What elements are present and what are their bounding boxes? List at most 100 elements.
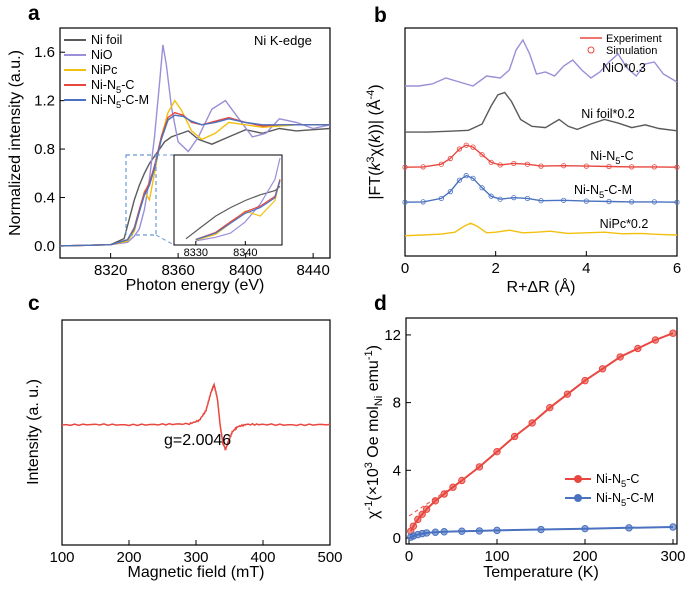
legend-label-experiment: Experiment xyxy=(606,33,662,45)
y-tick-label: 1.6 xyxy=(34,44,55,61)
simulation-point xyxy=(674,164,680,170)
ft-line-nipc-0-2 xyxy=(404,222,678,237)
legend-label: NiPc xyxy=(91,63,117,77)
legend-label: NiO xyxy=(91,48,113,62)
panel-d-frame xyxy=(405,317,678,545)
simulation-point xyxy=(511,195,517,201)
legend-label: Ni-N5-C-M xyxy=(596,491,654,508)
data-point xyxy=(581,376,589,385)
panel-b-xlabel: R+ΔR (Å) xyxy=(507,277,576,296)
x-tick-label: 300 xyxy=(183,549,208,566)
y-tick-label: 4 xyxy=(393,462,401,479)
data-point xyxy=(528,419,536,427)
simulation-point xyxy=(479,152,485,158)
inset-line xyxy=(185,185,281,240)
simulation-point xyxy=(463,173,469,179)
y-tick-label: 1.2 xyxy=(34,93,55,110)
simulation-point xyxy=(447,155,453,162)
data-point xyxy=(616,353,624,361)
x-tick-label: 4 xyxy=(582,260,590,277)
legend-swatch-marker xyxy=(574,494,582,502)
simulation-point xyxy=(629,199,635,205)
simulation-point xyxy=(583,163,589,169)
data-point xyxy=(431,497,440,505)
data-point xyxy=(493,447,501,456)
panel-d: 0 100 200 300 0 4 8 12 Temperature (K) χ-1(×103… xyxy=(363,317,686,581)
y-tick-label: 8 xyxy=(393,395,401,412)
simulation-point xyxy=(583,198,589,204)
data-point xyxy=(422,529,431,537)
simulation-point xyxy=(538,198,544,204)
inset-line xyxy=(195,180,281,241)
x-tick-label: 2 xyxy=(491,260,499,277)
panel-a-frame xyxy=(59,27,331,259)
data-point xyxy=(414,515,422,524)
data-point xyxy=(537,525,545,534)
data-point xyxy=(475,527,484,535)
panel-d-legend: Ni-N5-C Ni-N5-C-M xyxy=(565,472,654,508)
panel-c-note: g=2.0046 xyxy=(164,432,231,449)
panel-label-c: c xyxy=(28,292,40,315)
simulation-point xyxy=(561,197,567,203)
legend-label: Ni-N5-C-M xyxy=(91,93,149,110)
y-tick-label: 0.8 xyxy=(34,141,55,158)
epr-spectrum-line xyxy=(61,382,331,451)
simulation-point xyxy=(651,199,657,205)
inset-x-tick-label: 8340 xyxy=(233,247,257,259)
panel-a-note: Ni K-edge xyxy=(254,33,312,48)
simulation-point xyxy=(651,164,657,170)
panel-b-frame xyxy=(404,27,678,257)
data-point xyxy=(510,432,519,441)
simulation-point xyxy=(420,164,426,170)
simulation-point xyxy=(606,163,612,170)
inset-line xyxy=(195,179,281,241)
simulation-point xyxy=(402,199,408,205)
x-tick-label: 100 xyxy=(484,548,509,565)
legend-label: Ni-N5-C xyxy=(596,472,639,489)
simulation-point xyxy=(561,163,567,169)
simulation-point xyxy=(456,146,462,152)
data-point xyxy=(449,483,457,491)
y-tick-label: 12 xyxy=(384,327,401,344)
inset-frame xyxy=(173,154,283,246)
data-point xyxy=(458,527,466,535)
x-tick-label: 8360 xyxy=(161,262,194,279)
simulation-point xyxy=(402,164,408,170)
simulation-point xyxy=(488,159,494,165)
data-point xyxy=(563,390,572,398)
inset-line xyxy=(195,157,281,242)
panel-b-ylabel: |FT(k3χ(k))| (Å-4) xyxy=(365,84,384,199)
data-point xyxy=(669,523,677,531)
legend-label: Ni-N5-C-M xyxy=(574,183,632,200)
ft-line-ni-foil-0-2 xyxy=(405,91,678,133)
data-point xyxy=(431,528,440,536)
panel-a: 8320 8360 8400 8440 0.0 0.4 0.8 1.2 1.6 8330 8340… xyxy=(7,27,331,294)
ft-line-ni-n5-c-m xyxy=(404,174,678,203)
x-tick-label: 100 xyxy=(49,549,74,566)
panel-d-xlabel: Temperature (K) xyxy=(483,564,599,581)
simulation-point xyxy=(524,161,531,167)
panel-b: 0 2 4 6 R+ΔR (Å) |FT(k3χ(k))| (Å-4) Experim… xyxy=(365,27,681,296)
x-tick-label: 500 xyxy=(317,549,342,566)
x-tick-label: 8320 xyxy=(94,262,127,279)
y-tick-label: 0.4 xyxy=(34,189,55,206)
panel-c-ylabel: Intensity (a. u.) xyxy=(25,379,42,485)
xanes-line-ni-n5-c-m xyxy=(59,114,330,247)
simulation-point xyxy=(479,185,485,191)
data-point xyxy=(581,524,589,533)
legend-label: Ni-N5-C xyxy=(91,78,134,95)
inset-connector-bottom xyxy=(155,234,175,246)
x-tick-label: 400 xyxy=(250,549,275,566)
data-point xyxy=(458,476,466,485)
x-tick-label: 200 xyxy=(572,548,597,565)
legend-label-simulation: Simulation xyxy=(606,45,657,57)
panel-a-ylabel: Normalized intensity (a.u.) xyxy=(7,50,24,236)
xanes-line-nio xyxy=(59,44,331,247)
ft-line-ni-n5-c xyxy=(404,144,678,168)
data-point xyxy=(625,524,633,532)
x-tick-label: 8440 xyxy=(296,262,329,279)
simulation-point xyxy=(497,196,503,202)
simulation-point xyxy=(488,193,494,199)
simulation-point xyxy=(456,177,462,183)
